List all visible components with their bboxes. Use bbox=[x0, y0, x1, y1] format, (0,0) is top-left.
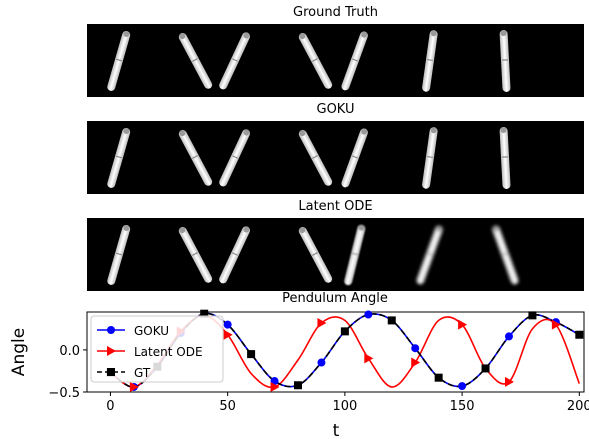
series-point-latent-ode bbox=[411, 357, 421, 368]
series-point-latent-ode bbox=[551, 319, 561, 330]
x-tick-label: 100 bbox=[332, 399, 357, 414]
x-tick-label: 0 bbox=[106, 399, 114, 414]
pendulum-rod bbox=[422, 30, 438, 92]
y-tick-label: 0.0 bbox=[59, 344, 80, 359]
series-point-latent-ode bbox=[317, 317, 327, 328]
pendulum-rod bbox=[107, 31, 131, 91]
x-tick-label: 200 bbox=[567, 399, 589, 414]
series-point-latent-ode bbox=[270, 381, 280, 392]
series-point-latent-ode bbox=[458, 319, 468, 330]
x-axis-label: t bbox=[333, 421, 340, 439]
pendulum-rod bbox=[341, 128, 368, 188]
pendulum-rod bbox=[178, 33, 213, 89]
pendulum-rod bbox=[219, 129, 250, 187]
legend-label-latent-ode: Latent ODE bbox=[134, 345, 203, 359]
series-point-goku bbox=[317, 358, 326, 367]
pendulum-rod bbox=[107, 225, 131, 285]
pendulum-rod bbox=[416, 225, 443, 285]
plot-frame bbox=[86, 311, 585, 393]
legend-label-gt: GT bbox=[134, 366, 151, 380]
pendulum-rod bbox=[178, 130, 213, 186]
pendulum-rod bbox=[298, 227, 333, 283]
series-point-goku bbox=[458, 382, 467, 391]
pendulum-rod bbox=[219, 32, 250, 90]
legend-label-goku: GOKU bbox=[134, 324, 169, 338]
series-point-latent-ode bbox=[504, 376, 514, 387]
series-point-goku bbox=[411, 344, 420, 353]
series-point-goku bbox=[504, 332, 513, 341]
x-tick-label: 150 bbox=[450, 399, 475, 414]
legend-box bbox=[90, 315, 224, 383]
series-point-gt bbox=[200, 309, 209, 318]
series-point-gt bbox=[387, 316, 396, 325]
series-point-goku bbox=[223, 320, 232, 329]
x-tick-label: 50 bbox=[219, 399, 236, 414]
y-tick-label: −0.5 bbox=[48, 386, 80, 401]
legend: GOKU Latent ODE GT bbox=[90, 315, 224, 383]
pendulum-rod bbox=[341, 31, 368, 91]
pendulum-rod bbox=[344, 224, 366, 286]
series-point-gt bbox=[293, 381, 302, 390]
series-point-gt bbox=[434, 373, 443, 382]
series-point-latent-ode bbox=[364, 353, 374, 364]
pendulum-rod bbox=[499, 30, 511, 92]
pendulum-rod bbox=[298, 130, 333, 186]
strip-title-goku: GOKU bbox=[316, 102, 355, 117]
series-point-gt bbox=[340, 327, 349, 336]
pendulum-rod bbox=[178, 227, 213, 283]
legend-marker-gt bbox=[107, 368, 115, 376]
legend-marker-goku bbox=[107, 326, 115, 334]
pendulum-rod bbox=[219, 226, 250, 284]
series-point-gt bbox=[247, 350, 256, 359]
pendulum-rod bbox=[492, 225, 519, 285]
pendulum-rod bbox=[298, 33, 333, 89]
y-axis-label: Angle bbox=[9, 328, 29, 376]
strip-latent-ode bbox=[87, 218, 584, 291]
pendulum-rod bbox=[499, 127, 511, 189]
pendulum-rod bbox=[422, 127, 438, 189]
series-point-latent-ode bbox=[129, 381, 139, 392]
pendulum-rod bbox=[107, 128, 131, 188]
series-point-goku bbox=[364, 310, 373, 319]
chart-title: Pendulum Angle bbox=[282, 291, 388, 306]
strip-ground-truth bbox=[87, 24, 584, 97]
series-point-goku bbox=[270, 377, 279, 386]
series-point-gt bbox=[575, 330, 584, 339]
strip-title-ground-truth: Ground Truth bbox=[293, 5, 378, 20]
series-point-gt bbox=[481, 364, 490, 373]
strip-title-latent-ode: Latent ODE bbox=[298, 199, 373, 214]
series-point-latent-ode bbox=[223, 329, 233, 340]
legend-marker-latent-ode bbox=[107, 346, 116, 356]
series-point-gt bbox=[528, 311, 537, 320]
strip-goku bbox=[87, 121, 584, 194]
